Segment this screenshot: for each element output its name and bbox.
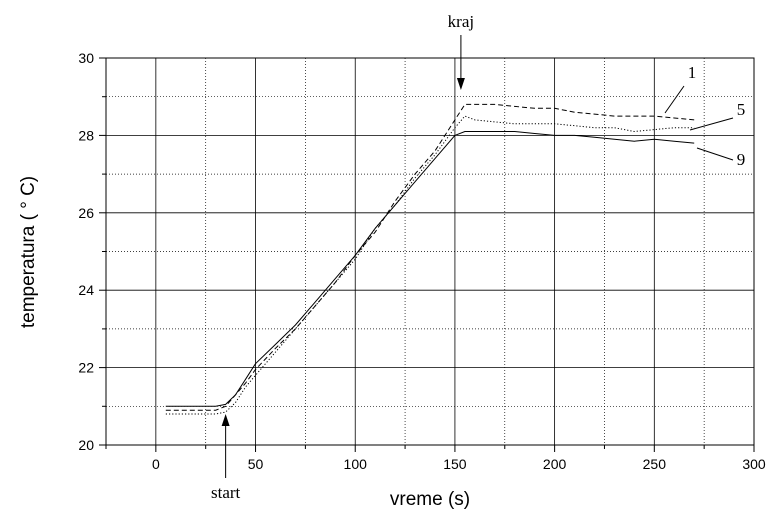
- y-tick-label: 26: [78, 205, 94, 221]
- series-label-leader: [689, 117, 734, 131]
- series-group: [165, 103, 695, 415]
- series-label-1: 1: [688, 63, 697, 82]
- tick-marks: [99, 57, 755, 452]
- series-label-5: 5: [737, 100, 746, 119]
- y-axis-label: temperatura ( ° C): [18, 176, 39, 328]
- y-tick-label: 30: [78, 50, 94, 66]
- annotation-kraj-arrow-head: [456, 78, 465, 90]
- x-tick-label: 0: [152, 456, 160, 472]
- y-tick-label: 28: [78, 127, 94, 143]
- y-tick-label: 20: [78, 437, 94, 453]
- x-tick-label: 300: [742, 456, 766, 472]
- y-tick-label: 24: [78, 282, 94, 298]
- x-axis-label: vreme (s): [390, 489, 470, 510]
- series-label-leader: [696, 147, 734, 161]
- y-tick-label: 22: [78, 360, 94, 376]
- annotation-start-arrow-head: [221, 414, 230, 426]
- grid: [106, 58, 754, 445]
- x-tick-label: 200: [543, 456, 567, 472]
- annotation-kraj-label: kraj: [448, 12, 474, 31]
- series-line-5: [165, 115, 695, 415]
- annotations: 1 5 9 kraj start: [211, 12, 745, 502]
- x-tick-label: 100: [344, 456, 368, 472]
- series-line-9: [165, 131, 695, 407]
- x-tick-label: 150: [443, 456, 467, 472]
- series-label-leader: [664, 85, 685, 114]
- annotation-start-label: start: [211, 483, 241, 502]
- tick-labels: 0 50 100 150 200 250 300 20 22 24 26 28 30: [78, 50, 765, 472]
- series-line-1: [165, 103, 695, 411]
- series-label-9: 9: [737, 150, 746, 169]
- x-tick-label: 50: [248, 456, 264, 472]
- x-tick-label: 250: [643, 456, 667, 472]
